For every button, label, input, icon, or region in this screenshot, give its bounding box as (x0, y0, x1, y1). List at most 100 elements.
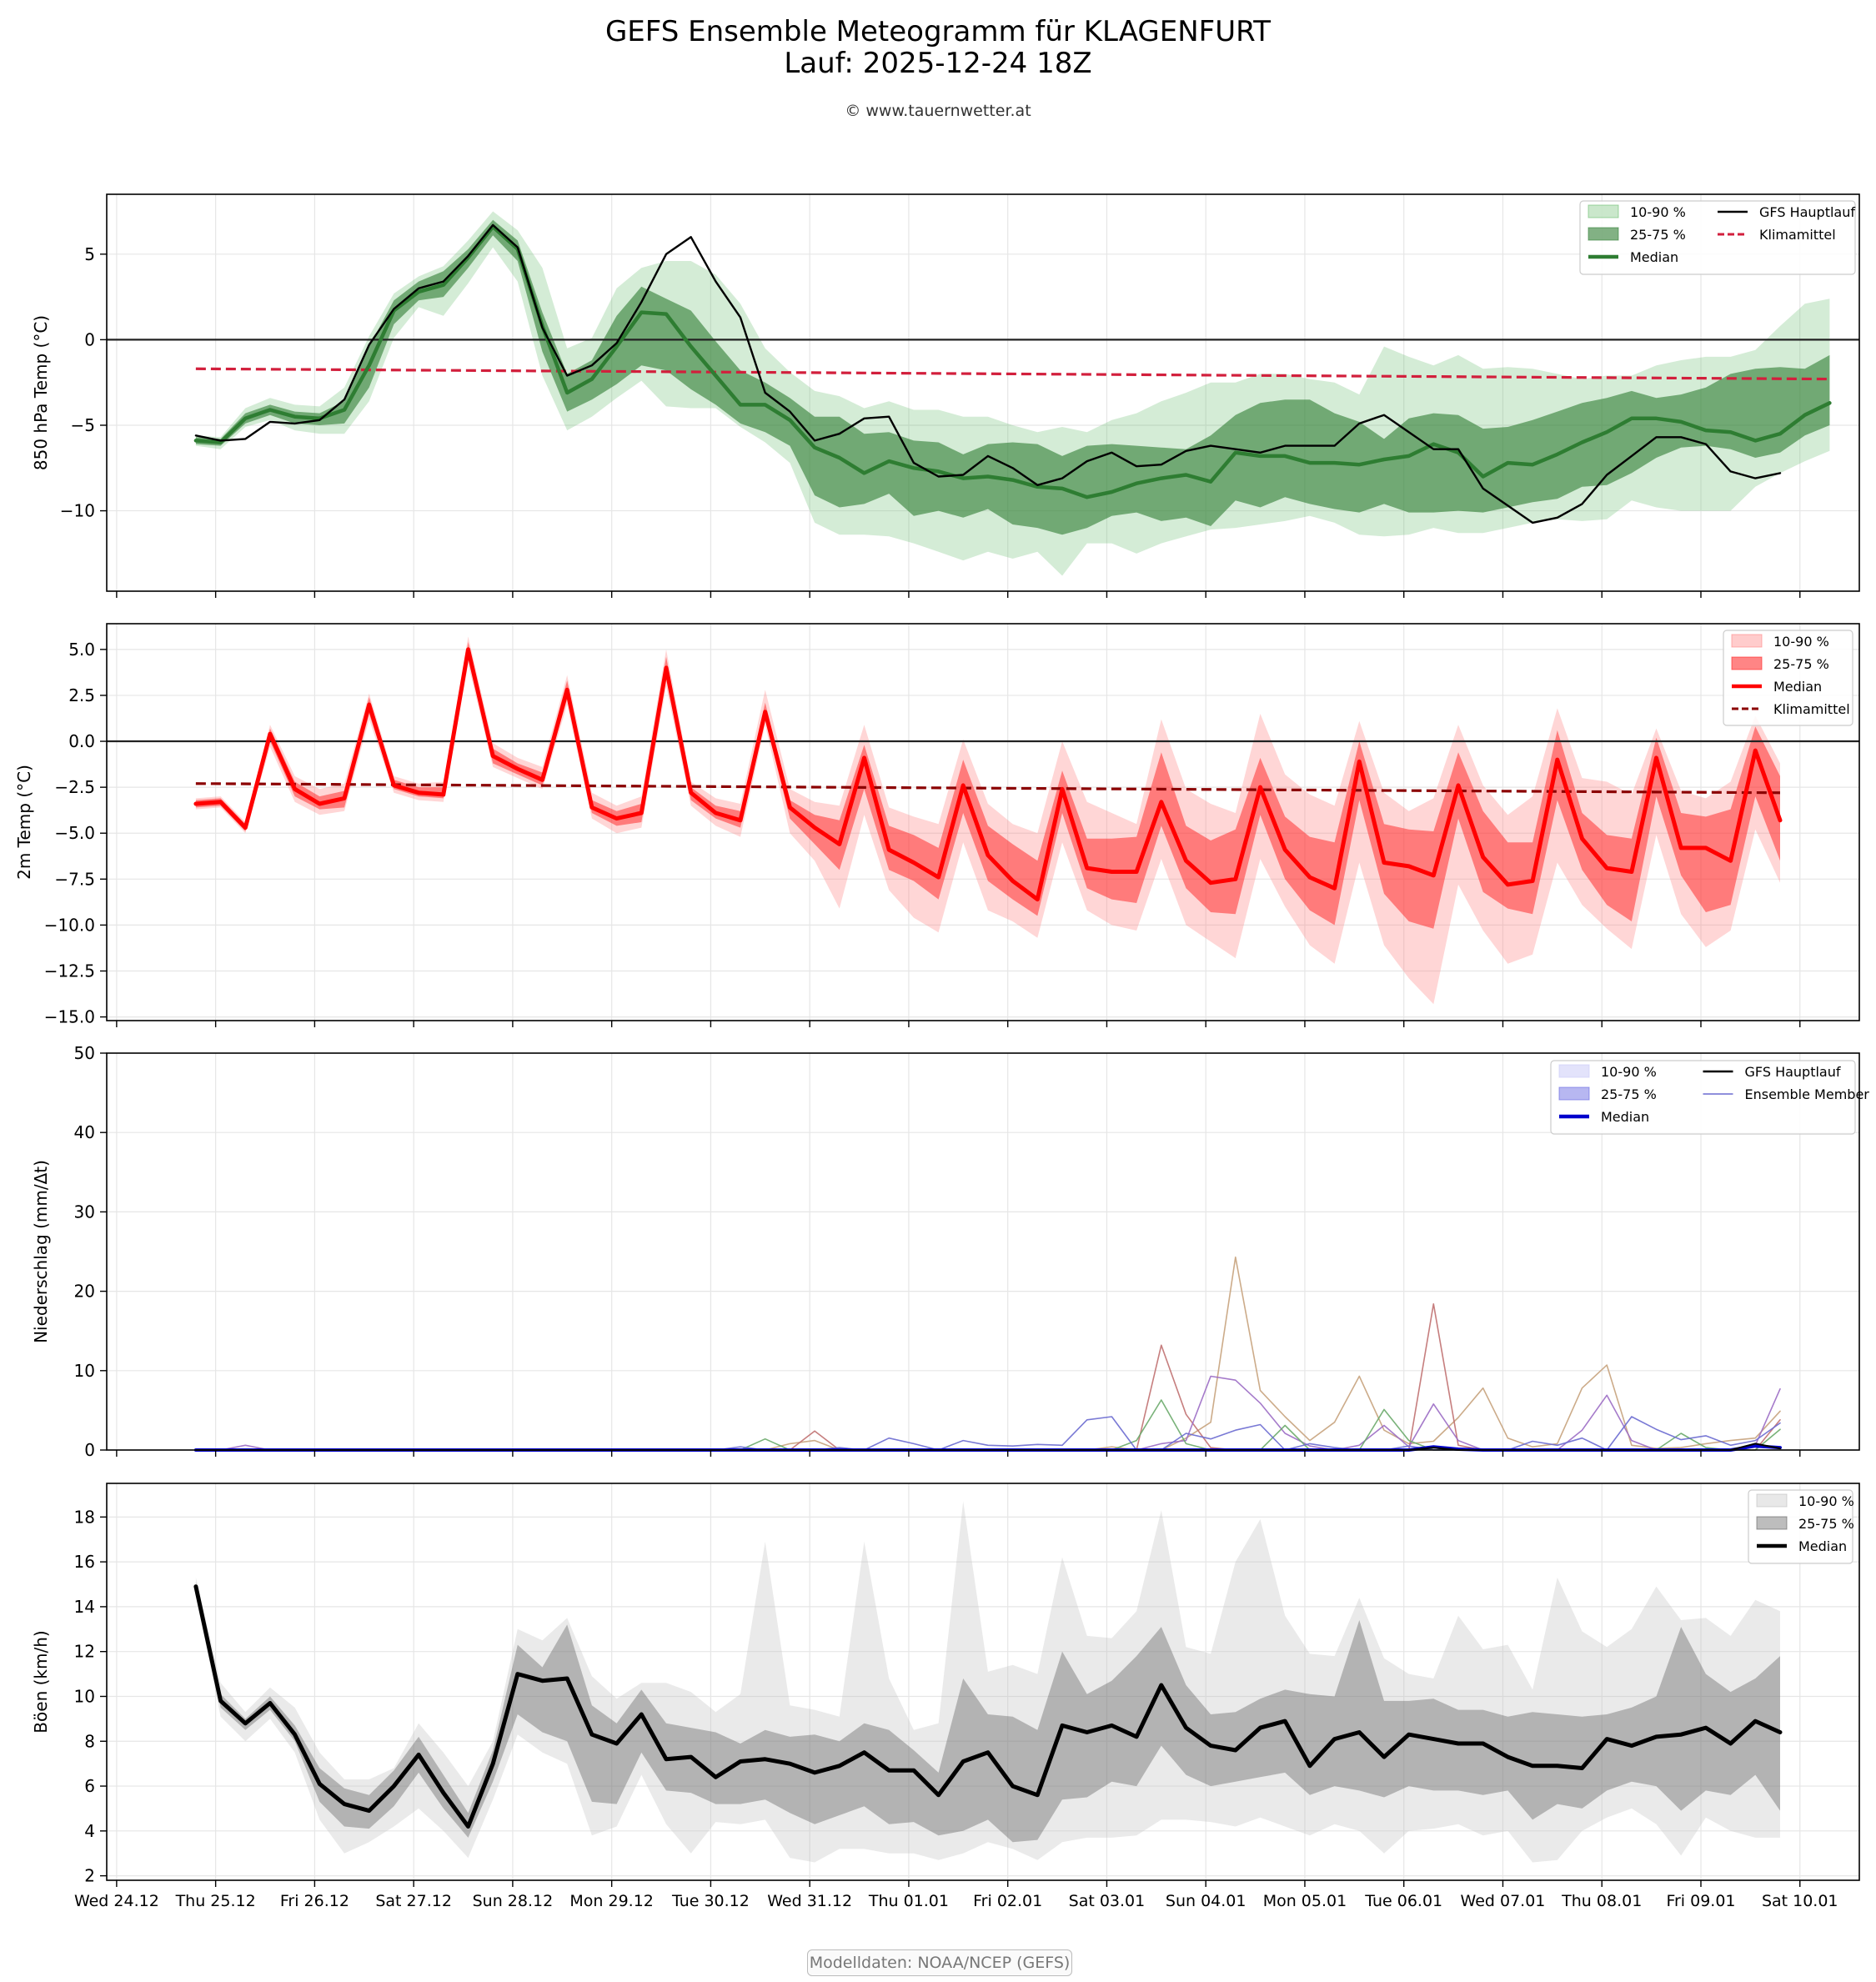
x-tick-label: Thu 08.01 (1561, 1892, 1642, 1910)
legend-patch (1588, 227, 1619, 241)
x-tick-label: Tue 06.01 (1364, 1892, 1442, 1910)
y-tick-label: −7.5 (54, 869, 95, 889)
y-tick-label: −5 (71, 415, 95, 435)
panel-precip: 10-90 % 25-75 % Median GFS Hauptlauf Ensembl… (31, 1043, 1869, 1460)
y-tick-label: 10 (74, 1686, 95, 1706)
y-tick-label: 0 (84, 1440, 95, 1460)
y-tick-label: 40 (74, 1122, 95, 1142)
plot-frame (106, 623, 1860, 1021)
climate-mean-line (195, 367, 1830, 381)
y-axis-label: Böen (km/h) (31, 1630, 51, 1733)
legend-label: Median (1630, 249, 1678, 265)
median-line (193, 1584, 1783, 1829)
y-tick-label: 6 (84, 1776, 95, 1796)
band-25-75 (195, 1582, 1780, 1843)
x-tick-label: Fri 26.12 (280, 1892, 349, 1910)
y-tick-label: 0.0 (68, 731, 95, 751)
y-tick-label: −15.0 (44, 1007, 95, 1027)
y-axis-label: Niederschlag (mm/Δt) (31, 1160, 51, 1343)
x-tick-label: Tue 30.12 (671, 1892, 750, 1910)
legend-precip: 10-90 % 25-75 % Median GFS Hauptlauf Ensembl… (1550, 1060, 1869, 1135)
y-axis: 5 0 −5 −10 850 hPa Temp (°C) (31, 244, 107, 521)
y-tick-label: 20 (74, 1282, 95, 1302)
y-tick-label: 4 (84, 1821, 95, 1841)
band-25-75 (195, 219, 1830, 535)
x-tick-label: Thu 01.01 (868, 1892, 949, 1910)
x-tick-label: Wed 07.01 (1461, 1892, 1546, 1910)
legend-patch (1588, 204, 1619, 218)
chart-title: GEFS Ensemble Meteogramm für KLAGENFURT (604, 15, 1272, 48)
legend-label: 10-90 % (1798, 1493, 1854, 1509)
plot-frame (106, 1052, 1860, 1451)
y-tick-label: 5 (84, 244, 95, 264)
y-axis: 5.0 2.5 0.0 −2.5 −5.0 −7.5 −10.0 −12.5 −15.0 2m T… (14, 640, 107, 1027)
x-axis: Wed 24.12 Thu 25.12 Fri 26.12 Sat 27.12 Sun … (74, 1880, 1838, 1910)
x-axis (116, 1450, 1801, 1457)
data-source-note: Modelldaten: NOAA/NCEP (GEFS) (807, 1949, 1072, 1976)
y-tick-label: 14 (74, 1597, 95, 1617)
legend-t850: 10-90 % 25-75 % Median GFS Hauptlauf Klimami… (1579, 200, 1856, 275)
panel-t850: 10-90 % 25-75 % Median GFS Hauptlauf Klimami… (31, 193, 1860, 598)
x-axis (116, 591, 1801, 598)
x-tick-label: Mon 05.01 (1263, 1892, 1347, 1910)
y-tick-label: 12 (74, 1642, 95, 1662)
y-tick-label: 16 (74, 1552, 95, 1572)
climate-mean-line (195, 782, 1781, 795)
x-tick-label: Sun 04.01 (1166, 1892, 1246, 1910)
legend-label: 25-75 % (1601, 1086, 1657, 1102)
legend-patch (1756, 1516, 1788, 1530)
legend-label: 10-90 % (1773, 634, 1829, 650)
y-tick-label: 2 (84, 1866, 95, 1886)
ensemble-member-line (195, 1256, 1781, 1451)
legend-frame (1579, 200, 1856, 275)
y-tick-label: 2.5 (68, 685, 95, 705)
legend-label: Median (1798, 1538, 1847, 1554)
legend-label: Median (1773, 679, 1822, 695)
plot-frame (106, 193, 1860, 592)
plot-frame (106, 1483, 1860, 1881)
legend-label: 25-75 % (1630, 227, 1686, 243)
legend-label: 10-90 % (1630, 204, 1686, 220)
legend-patch (1731, 656, 1763, 670)
legend-label: 25-75 % (1798, 1516, 1854, 1532)
x-tick-label: Mon 29.12 (569, 1892, 654, 1910)
x-tick-label: Sat 10.01 (1762, 1892, 1838, 1910)
y-tick-label: −2.5 (54, 777, 95, 797)
x-tick-label: Fri 02.01 (973, 1892, 1042, 1910)
y-tick-label: 0 (84, 329, 95, 349)
panel-t2m: 10-90 % 25-75 % Median Klimamittel 5.0 2.5 0.0… (14, 623, 1860, 1027)
y-tick-label: 8 (84, 1731, 95, 1751)
y-tick-label: −10.0 (44, 915, 95, 935)
copyright-note: © www.tauernwetter.at (845, 102, 1031, 120)
y-tick-label: −10 (60, 501, 95, 521)
y-tick-label: −12.5 (44, 961, 95, 981)
y-tick-label: −5.0 (54, 823, 95, 843)
legend-label: Klimamittel (1773, 701, 1850, 717)
y-axis-label: 850 hPa Temp (°C) (31, 315, 51, 470)
panel-gusts: 10-90 % 25-75 % Median 18 16 14 12 10 8 6 4 2 Böen (… (31, 1483, 1860, 1910)
ensemble-member-line (195, 1303, 1781, 1451)
y-tick-label: 30 (74, 1202, 95, 1222)
y-axis-label: 2m Temp (°C) (14, 765, 34, 880)
legend-patch (1558, 1086, 1590, 1101)
y-tick-label: 50 (74, 1043, 95, 1063)
y-axis: 50 40 30 20 10 0 Niederschlag (mm/Δt) (31, 1043, 107, 1460)
legend-patch (1731, 634, 1763, 648)
gfs-main-run-line (194, 223, 1782, 524)
x-tick-label: Thu 25.12 (175, 1892, 256, 1910)
legend-label: GFS Hauptlauf (1759, 204, 1855, 220)
x-tick-label: Sat 03.01 (1069, 1892, 1146, 1910)
x-tick-label: Wed 24.12 (74, 1892, 159, 1910)
x-tick-label: Fri 09.01 (1666, 1892, 1735, 1910)
chart-subtitle: Lauf: 2025-12-24 18Z (784, 47, 1092, 80)
grid (107, 1483, 1859, 1880)
band-10-90 (195, 636, 1780, 1005)
y-tick-label: 18 (74, 1507, 95, 1527)
median-line (193, 224, 1832, 499)
y-tick-label: 10 (74, 1361, 95, 1381)
x-tick-label: Sun 28.12 (473, 1892, 554, 1910)
y-tick-label: 5.0 (68, 640, 95, 660)
legend-frame (1723, 630, 1853, 726)
legend-label: Klimamittel (1759, 227, 1836, 243)
median-line (193, 647, 1783, 902)
